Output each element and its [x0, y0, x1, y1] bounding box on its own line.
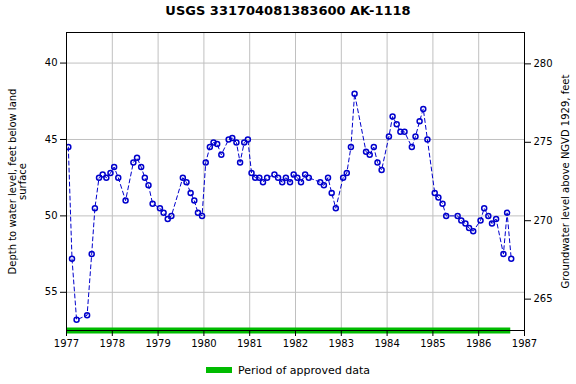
svg-text:1977: 1977 [54, 338, 79, 349]
svg-text:Depth to water level, feet bel: Depth to water level, feet below landsur… [7, 89, 28, 275]
svg-text:275: 275 [534, 136, 553, 147]
svg-text:1981: 1981 [237, 338, 262, 349]
svg-text:1978: 1978 [100, 338, 125, 349]
svg-text:Groundwater level above NGVD 1: Groundwater level above NGVD 1929, feet [560, 75, 571, 289]
svg-text:1980: 1980 [191, 338, 216, 349]
svg-text:1984: 1984 [374, 338, 399, 349]
svg-text:1983: 1983 [329, 338, 354, 349]
svg-text:1985: 1985 [420, 338, 445, 349]
svg-text:280: 280 [534, 58, 553, 69]
svg-text:270: 270 [534, 215, 553, 226]
svg-text:1979: 1979 [145, 338, 170, 349]
html-text:USGS 331704081383600 AK-1118: USGS 331704081383600 AK-1118 [165, 3, 411, 18]
svg-text:1982: 1982 [283, 338, 308, 349]
svg-text:55: 55 [45, 286, 58, 297]
html-text:Period of approved data: Period of approved data [237, 363, 371, 377]
svg-text:1987: 1987 [512, 338, 537, 349]
svg-text:45: 45 [45, 134, 58, 145]
svg-text:40: 40 [45, 57, 58, 68]
svg-text:50: 50 [45, 210, 58, 221]
svg-text:265: 265 [534, 293, 553, 304]
svg-text:1986: 1986 [466, 338, 491, 349]
